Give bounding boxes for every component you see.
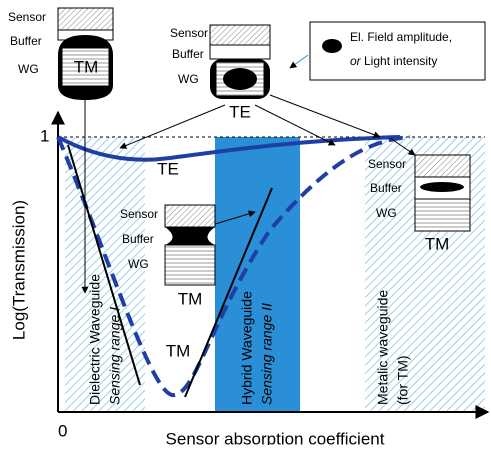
inset (165, 205, 215, 285)
origin: 0 (58, 421, 67, 440)
layer-label: Sensor (120, 207, 158, 221)
y-tick: 1 (40, 126, 49, 145)
region-label: Sensing range II (259, 303, 275, 405)
region-label: (for TM) (395, 355, 411, 405)
region (215, 137, 300, 412)
layer-label: WG (178, 72, 199, 86)
legend-text: Light intensity (361, 54, 438, 68)
arrow (270, 95, 380, 137)
layer-label: Buffer (370, 181, 402, 195)
curve-label: TE (157, 159, 179, 178)
figure: Dielectric Waveguide Sensing range I Hyb… (0, 0, 491, 445)
layer-label: WG (18, 62, 39, 76)
layer-label: Buffer (172, 47, 204, 61)
x-label: Sensor absorption coefficient (166, 429, 385, 445)
legend-symbol (322, 39, 342, 53)
arrow (120, 105, 225, 148)
mode-label: TE (229, 102, 251, 121)
layer-label: WG (128, 257, 149, 271)
region-label: Dielectric Waveguide (87, 274, 103, 405)
legend-text: or Light intensity (350, 54, 437, 68)
layer-label: Sensor (368, 157, 406, 171)
layer-label: Sensor (8, 10, 46, 24)
inset (58, 8, 113, 100)
curve-label: TM (166, 341, 191, 360)
layer-label: Buffer (122, 232, 154, 246)
mode-label: TM (74, 57, 99, 76)
mode-label: TM (425, 234, 450, 253)
region-label: Metalic waveguide (375, 290, 391, 405)
layer-label: Buffer (10, 34, 42, 48)
inset (210, 25, 270, 99)
legend-text: El. Field amplitude, (350, 30, 452, 44)
y-label: Log(Transmission) (9, 200, 28, 340)
layer-label: Sensor (170, 26, 208, 40)
mode-label: TM (178, 289, 203, 308)
layer-label: WG (376, 206, 397, 220)
inset (415, 155, 470, 231)
region-label: Hybrid Waveguide (239, 291, 255, 405)
arrow (290, 55, 308, 68)
